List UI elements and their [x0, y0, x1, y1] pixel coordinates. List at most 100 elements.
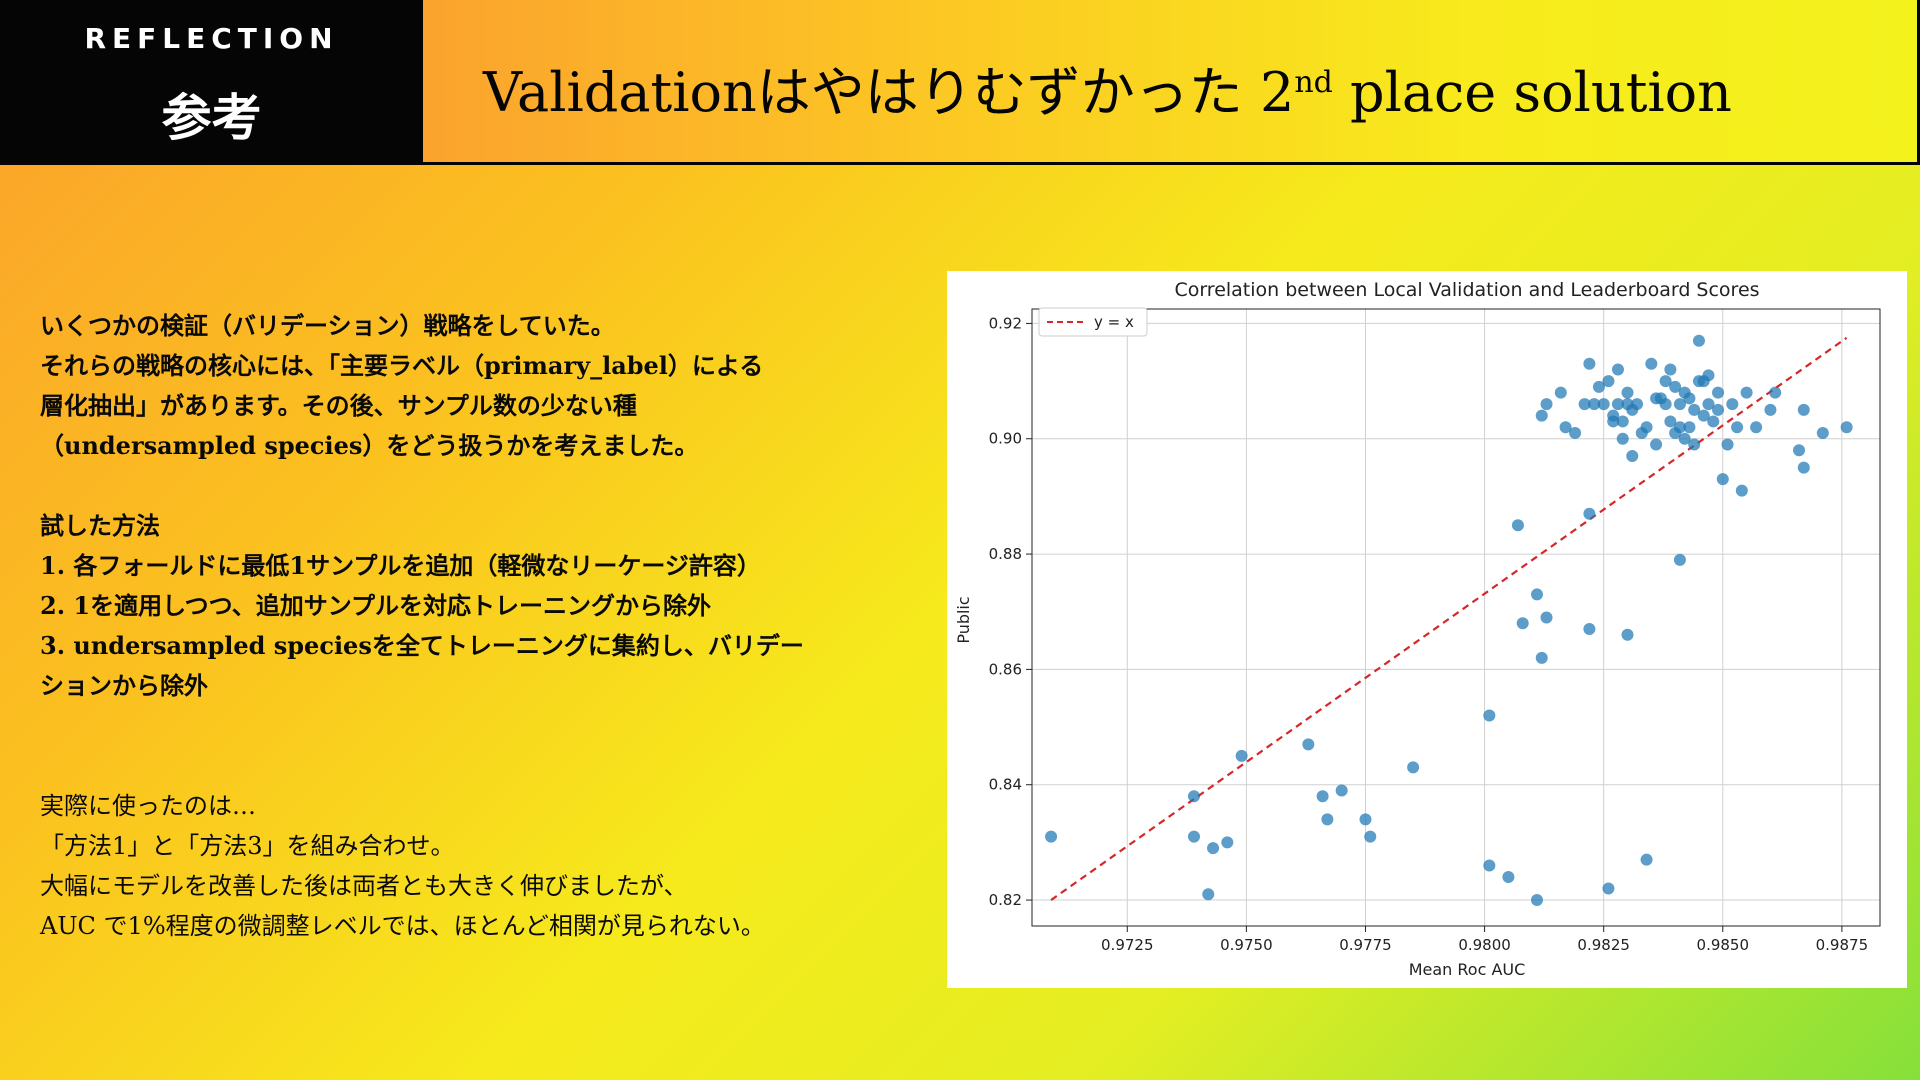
grid: [1032, 309, 1880, 926]
data-point: [1707, 415, 1720, 428]
text-line: いくつかの検証（バリデーション）戦略をしていた。: [40, 311, 615, 340]
title-bar: Validationはやはりむずかった 2nd place solution: [423, 0, 1920, 165]
data-point: [1616, 415, 1629, 428]
data-point: [1187, 830, 1200, 843]
data-point: [1511, 519, 1524, 532]
data-point: [1631, 398, 1644, 411]
data-point: [1769, 386, 1782, 399]
x-tick-label: 0.9775: [1339, 936, 1392, 954]
data-point: [1659, 398, 1672, 411]
legend-box: [1038, 307, 1148, 337]
data-point: [1664, 363, 1677, 376]
legend-label: y = x: [1094, 313, 1134, 331]
conclusion-text: 実際に使ったのは… 「方法1」と「方法3」を組み合わせ。 大幅にモデルを改善した…: [40, 786, 890, 946]
data-point: [1592, 380, 1605, 393]
data-point: [1578, 398, 1591, 411]
data-point: [1602, 375, 1615, 388]
data-point: [1535, 409, 1548, 422]
data-point: [1607, 415, 1620, 428]
data-point: [1483, 709, 1496, 722]
data-point: [1583, 507, 1596, 520]
y-tick-label: 0.86: [989, 660, 1022, 678]
data-point: [1692, 334, 1705, 347]
data-point: [1669, 380, 1682, 393]
data-point: [1559, 421, 1572, 434]
y-tick-label: 0.88: [989, 545, 1022, 563]
data-point: [1626, 450, 1639, 463]
data-point: [1569, 426, 1582, 439]
x-tick-label: 0.9850: [1697, 936, 1750, 954]
text-line: 1. 各フォールドに最低1サンプルを追加（軽微なリーケージ許容）: [40, 551, 761, 580]
data-point: [1645, 357, 1658, 370]
data-point: [1735, 484, 1748, 497]
data-point: [1540, 611, 1553, 624]
x-tick-label: 0.9875: [1816, 936, 1869, 954]
axes: 0.9725 0.9750 0.9775 0.9800 0.9825 0.9850 0.98…: [989, 308, 1881, 954]
x-axis-label: Mean Roc AUC: [1409, 960, 1526, 979]
data-point: [1616, 432, 1629, 445]
data-point: [1650, 438, 1663, 451]
text-line: 「方法1」と「方法3」を組み合わせ。: [40, 832, 455, 860]
data-point: [1597, 398, 1610, 411]
data-point: [1045, 830, 1058, 843]
reference-line: [1050, 336, 1848, 901]
page-title: Validationはやはりむずかった 2nd place solution: [483, 48, 1732, 127]
data-point: [1731, 421, 1744, 434]
data-point: [1764, 403, 1777, 416]
y-tick-label: 0.90: [989, 430, 1022, 448]
data-point: [1235, 749, 1248, 762]
reference-line-group: [1050, 336, 1848, 901]
spacer: [40, 466, 890, 506]
data-point: [1797, 403, 1810, 416]
data-point: [1678, 432, 1691, 445]
x-tick-label: 0.9750: [1220, 936, 1273, 954]
data-point: [1640, 421, 1653, 434]
legend: y = x: [1038, 307, 1148, 337]
plot-frame: [1031, 308, 1881, 927]
y-tick-label: 0.84: [989, 776, 1022, 794]
text-line: （undersampled species）をどう扱うかを考えました。: [40, 431, 699, 460]
section-tag-subtitle: 参考: [161, 89, 262, 147]
text-line: 実際に使ったのは…: [40, 792, 256, 820]
data-point: [1583, 623, 1596, 636]
data-point: [1683, 421, 1696, 434]
strategy-description: いくつかの検証（バリデーション）戦略をしていた。 それらの戦略の核心には、「主要…: [40, 306, 890, 706]
data-point: [1530, 894, 1543, 907]
data-point: [1621, 628, 1634, 641]
data-point: [1673, 398, 1686, 411]
text-line: 2. 1を適用しつつ、追加サンプルを対応トレーニングから除外: [40, 591, 711, 620]
data-point: [1359, 813, 1372, 826]
data-point: [1750, 421, 1763, 434]
x-tick-label: 0.9800: [1458, 936, 1511, 954]
data-point: [1697, 409, 1710, 422]
page-title-end: place solution: [1332, 61, 1732, 124]
data-point: [1659, 375, 1672, 388]
data-point: [1535, 651, 1548, 664]
data-point: [1588, 398, 1601, 411]
data-point: [1640, 853, 1653, 866]
scatter-chart: 0.9725 0.9750 0.9775 0.9800 0.9825 0.9850 0.98…: [954, 279, 1881, 979]
data-point: [1673, 553, 1686, 566]
data-point: [1302, 738, 1315, 751]
y-tick-label: 0.82: [989, 891, 1022, 909]
data-point: [1793, 444, 1806, 457]
data-point: [1316, 790, 1329, 803]
page-title-main: Validationはやはりむずかった 2: [483, 61, 1295, 124]
x-tick-label: 0.9725: [1101, 936, 1154, 954]
data-point: [1816, 426, 1829, 439]
data-point: [1364, 830, 1377, 843]
text-line: AUC で1%程度の微調整レベルでは、ほとんど相関が見られない。: [40, 912, 765, 940]
text-line: ションから除外: [40, 671, 208, 700]
data-point: [1540, 398, 1553, 411]
data-point: [1621, 386, 1634, 399]
data-point: [1797, 461, 1810, 474]
data-point: [1483, 859, 1496, 872]
data-point: [1702, 369, 1715, 382]
data-point: [1721, 438, 1734, 451]
section-tag: REFLECTION 参考: [0, 0, 423, 165]
data-point: [1502, 870, 1515, 883]
text-line: それらの戦略の核心には、「主要ラベル（primary_label）による: [40, 351, 764, 380]
data-point: [1554, 386, 1567, 399]
data-point: [1611, 398, 1624, 411]
data-point: [1664, 415, 1677, 428]
